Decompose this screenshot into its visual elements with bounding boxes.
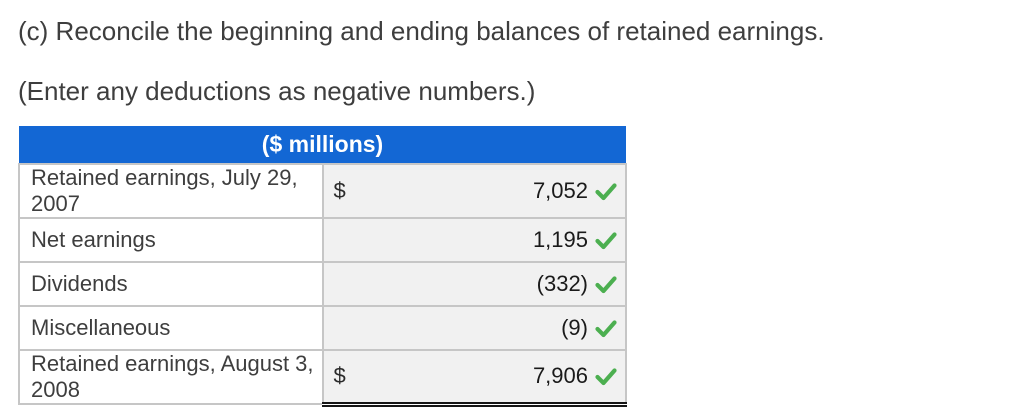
check-icon — [594, 272, 618, 296]
table-header-row: ($ millions) — [19, 126, 626, 164]
answer-cell[interactable]: (9) — [321, 305, 627, 351]
table-row: Net earnings 1,195 — [18, 217, 627, 263]
answer-value: 7,052 — [532, 178, 588, 203]
question-instruction: (Enter any deductions as negative number… — [18, 76, 536, 106]
currency-symbol: $ — [333, 178, 346, 203]
row-label: Retained earnings, July 29, 2007 — [18, 163, 324, 219]
row-label: Miscellaneous — [18, 305, 324, 351]
answer-value: 1,195 — [532, 227, 588, 252]
answer-value: (9) — [561, 315, 588, 340]
answer-cell[interactable]: (332) — [321, 261, 627, 307]
row-label: Net earnings — [18, 217, 324, 263]
table-row-total: Retained earnings, August 3, 2008 $ 7,90… — [18, 349, 627, 407]
row-label: Dividends — [18, 261, 324, 307]
answer-cell[interactable]: $ 7,906 — [321, 349, 627, 407]
retained-earnings-table: ($ millions) Retained earnings, July 29,… — [18, 126, 627, 407]
check-icon — [594, 364, 618, 388]
check-icon — [594, 316, 618, 340]
table-row: Dividends (332) — [18, 261, 627, 307]
table-row: Retained earnings, July 29, 2007 $ 7,052 — [18, 163, 627, 219]
answer-value: 7,906 — [532, 363, 588, 389]
table-header-units: ($ millions) — [19, 126, 626, 164]
table-row: Miscellaneous (9) — [18, 305, 627, 351]
question-prompt: (c) Reconcile the beginning and ending b… — [18, 16, 825, 46]
currency-symbol: $ — [333, 363, 346, 389]
check-icon — [594, 179, 618, 203]
answer-value: (332) — [536, 271, 588, 296]
row-label: Retained earnings, August 3, 2008 — [18, 349, 324, 405]
check-icon — [594, 228, 618, 252]
answer-cell[interactable]: $ 7,052 — [321, 163, 627, 219]
page: (c) Reconcile the beginning and ending b… — [18, 16, 825, 407]
answer-cell[interactable]: 1,195 — [321, 217, 627, 263]
